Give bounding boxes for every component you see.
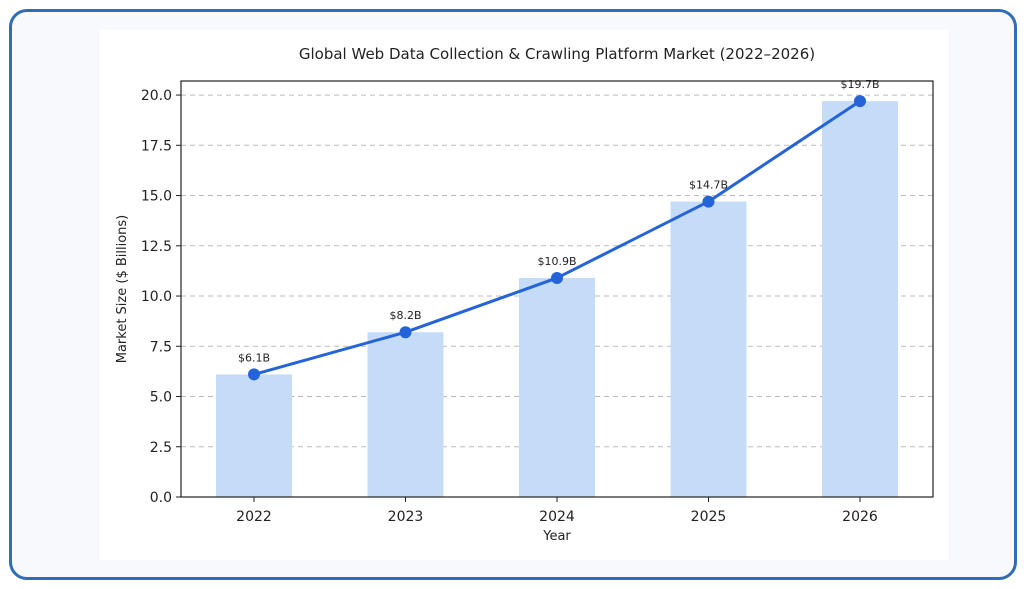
- data-point: [854, 95, 866, 108]
- y-tick-label: 2.5: [150, 440, 172, 456]
- chart-title: Global Web Data Collection & Crawling Pl…: [299, 45, 815, 63]
- data-point: [551, 271, 563, 284]
- bar: [216, 374, 292, 497]
- x-tick-label: 2024: [539, 509, 575, 525]
- y-tick-label: 17.5: [141, 138, 172, 154]
- bar: [670, 201, 747, 497]
- bar: [822, 101, 898, 497]
- y-tick-label: 10.0: [141, 289, 172, 305]
- y-ticks: 0.0 2.5 5.0 7.5 10.0 12.5 15.0 17.5 20.0: [141, 88, 181, 506]
- data-labels: $6.1B $8.2B $10.9B $14.7B $19.7B: [238, 78, 880, 364]
- bars: [216, 101, 898, 497]
- data-point: [702, 195, 715, 208]
- data-point: [399, 326, 412, 339]
- y-tick-label: 15.0: [141, 189, 172, 205]
- plot-frame: [180, 80, 934, 498]
- y-axis-label: Market Size ($ Billions): [115, 215, 130, 364]
- data-label: $14.7B: [689, 179, 728, 192]
- data-label: $6.1B: [238, 351, 270, 364]
- data-label: $8.2B: [389, 309, 421, 322]
- data-point: [248, 368, 260, 381]
- y-tick-label: 7.5: [150, 339, 172, 355]
- y-tick-label: 5.0: [150, 390, 172, 406]
- x-axis-label: Year: [542, 529, 571, 544]
- x-ticks: 2022 2023 2024 2025 2026: [236, 497, 878, 525]
- data-label: $10.9B: [537, 255, 576, 268]
- bar: [519, 277, 595, 497]
- x-tick-label: 2026: [842, 509, 878, 525]
- y-tick-label: 20.0: [141, 88, 172, 104]
- x-tick-label: 2023: [388, 509, 424, 525]
- y-tick-label: 0.0: [150, 490, 172, 506]
- bar: [367, 332, 444, 497]
- points: [248, 95, 866, 381]
- x-tick-label: 2025: [691, 509, 727, 525]
- data-label: $19.7B: [840, 78, 879, 91]
- y-tick-label: 12.5: [141, 239, 172, 255]
- x-tick-label: 2022: [236, 509, 272, 525]
